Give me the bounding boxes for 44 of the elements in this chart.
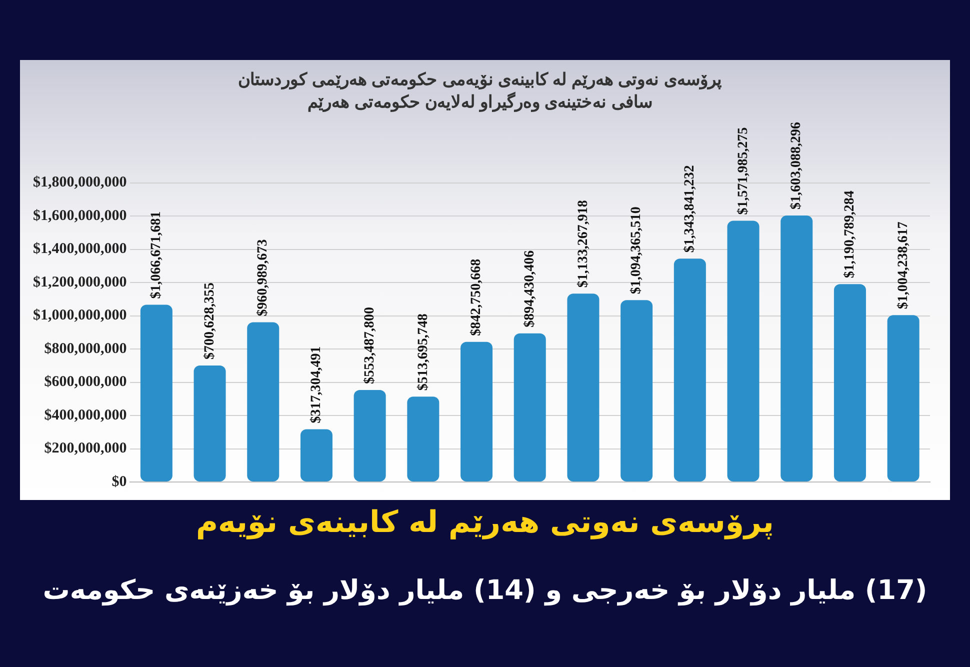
y-tick-label: $1,000,000,000 <box>33 308 127 324</box>
y-tick-label: $400,000,000 <box>44 407 127 424</box>
data-label: $1,133,267,918 <box>576 200 591 288</box>
y-tick-label: $200,000,000 <box>44 440 127 457</box>
y-tick-label: $0 <box>112 474 127 490</box>
chart-subtitle: سافی نەختینەی وەرگیراو لەلایەن حکومەتی هەرێم <box>308 91 652 112</box>
data-label: $1,603,088,296 <box>789 122 804 210</box>
data-label: $842,750,668 <box>469 258 484 336</box>
data-label: $700,628,355 <box>202 282 218 360</box>
data-label: $317,304,491 <box>309 346 324 424</box>
bar <box>674 258 706 482</box>
bar <box>194 366 226 482</box>
data-label: $1,571,985,275 <box>736 127 751 215</box>
bar <box>727 220 760 482</box>
bar <box>620 300 653 482</box>
data-label: $960,989,673 <box>256 239 271 316</box>
bar <box>354 390 386 482</box>
chart-title: پرۆسەی نەوتی هەرێم لە کابینەی نۆیەمی حکومەتی هەرێمی کوردستان <box>238 70 722 90</box>
bar <box>567 294 600 482</box>
text: (17) ملیار دۆلار بۆ خەرجی و (14) ملیار دۆلار بۆ خەزێنەی حکومەت <box>42 575 928 606</box>
y-tick-label: $1,800,000,000 <box>33 174 127 191</box>
data-label: $1,066,671,681 <box>149 211 164 299</box>
bar <box>887 315 920 482</box>
data-label: $513,695,748 <box>416 314 431 391</box>
y-tick-label: $1,600,000,000 <box>33 208 127 224</box>
y-tick-label: $800,000,000 <box>44 340 127 357</box>
data-label: $1,004,238,617 <box>896 222 911 310</box>
y-tick-label: $1,400,000,000 <box>33 241 127 258</box>
text: پرۆسەی نەوتی هەرێم لە کابینەی نۆیەم <box>195 505 775 540</box>
bar <box>140 304 172 482</box>
y-tick-label: $1,200,000,000 <box>33 274 127 290</box>
data-label: $894,430,406 <box>522 250 538 328</box>
bar <box>247 322 280 482</box>
data-label: $1,343,841,232 <box>682 165 698 253</box>
bar <box>407 396 440 482</box>
data-label: $1,094,365,510 <box>629 206 644 294</box>
bar <box>514 333 546 482</box>
y-tick-label: $600,000,000 <box>44 374 127 390</box>
bar <box>834 284 866 482</box>
data-label: $1,190,789,284 <box>842 190 858 278</box>
bar <box>300 429 332 482</box>
bar <box>460 342 493 482</box>
bar <box>780 216 813 482</box>
data-label: $553,487,800 <box>362 307 378 384</box>
